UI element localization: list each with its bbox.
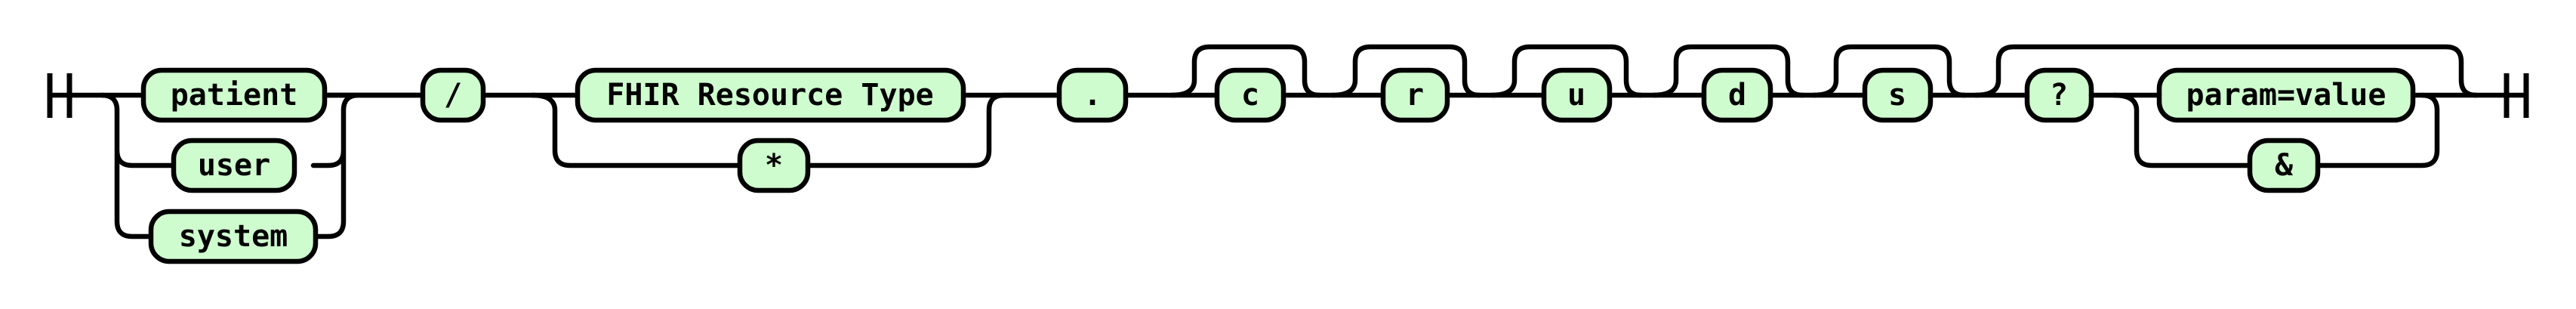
terminal-u-label: u [1567,78,1585,113]
terminal-r-label: r [1406,78,1424,113]
terminal-resource-type-label: FHIR Resource Type [606,78,933,113]
terminal-param-label: param=value [2186,78,2386,113]
terminal-slash-label: / [444,78,462,113]
terminal-c-label: c [1241,78,1259,113]
terminal-question: ? [2024,67,2094,123]
terminal-s: s [1862,67,1934,123]
terminal-amp-label: & [2275,148,2294,183]
terminal-r: r [1380,67,1450,123]
terminal-s-label: s [1888,78,1906,113]
terminal-dot: . [1056,67,1129,123]
terminal-param: param=value [2156,67,2416,123]
terminal-u: u [1541,67,1613,123]
terminal-system: system [148,209,319,264]
optional-bypass-paths [1169,44,2479,98]
terminal-d: d [1701,67,1773,123]
terminal-wildcard-label: * [765,148,783,183]
terminal-question-label: ? [2050,78,2068,113]
scope-branch-paths [99,92,426,239]
terminal-patient: patient [140,67,328,123]
terminal-system-label: system [179,219,288,254]
resource-branch-paths [529,92,1062,168]
terminal-dot-label: . [1083,78,1102,113]
terminal-resource-type: FHIR Resource Type [575,67,966,123]
terminal-patient-label: patient [171,78,298,113]
terminal-wildcard: * [737,138,811,193]
terminal-user: user [171,138,297,193]
terminal-slash: / [420,67,486,123]
terminal-user-label: user [198,148,270,183]
terminal-d-label: d [1728,78,1746,113]
terminal-amp: & [2247,138,2321,193]
terminal-c: c [1214,67,1286,123]
